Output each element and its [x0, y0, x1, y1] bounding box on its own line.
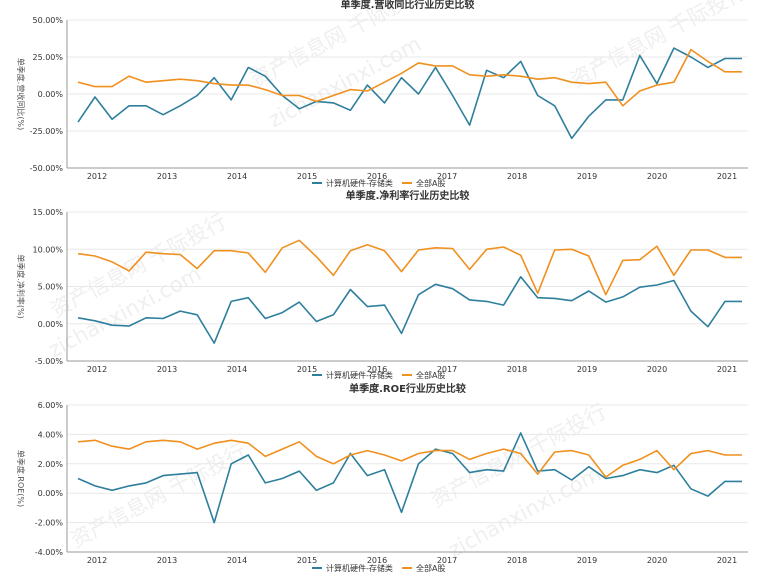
legend-label-2: 全部A股 [416, 178, 445, 188]
chart-panel-1: 单季度.营收同比行业历史比较 -50.00% -25.00% 0.00% 25.00% 5… [16, 0, 748, 188]
chart-panel-2: 单季度.净利率行业历史比较 -5.00% 0.00% 5.00% 10.00% 15.00… [16, 189, 748, 380]
x-tick-label: 2020 [647, 365, 667, 374]
x-tick-label: 2020 [647, 556, 667, 565]
x-tick-label: 2019 [577, 172, 597, 181]
chart-title: 单季度.营收同比行业历史比较 [341, 0, 475, 11]
x-tick-label: 2018 [507, 172, 527, 181]
legend-label-2: 全部A股 [416, 370, 445, 380]
y-tick-label: 10.00% [32, 245, 63, 254]
y-tick-label: 5.00% [38, 283, 64, 292]
x-tick-label: 2014 [227, 556, 247, 565]
x-tick-label: 2016 [367, 365, 387, 374]
x-tick-label: 2018 [507, 365, 527, 374]
y-axis-label: 单季度.净利率(%) [16, 254, 26, 318]
chart-title: 单季度.净利率行业历史比较 [346, 189, 470, 202]
y-tick-label: 0.00% [38, 90, 64, 99]
series-line-1 [77, 275, 742, 344]
x-tick-label: 2012 [87, 365, 107, 374]
x-tick-label: 2014 [227, 365, 247, 374]
x-tick-label: 2012 [87, 172, 107, 181]
x-tick-label: 2017 [437, 172, 457, 181]
legend-label-2: 全部A股 [416, 563, 445, 573]
x-tick-label: 2014 [227, 172, 247, 181]
y-tick-label: -5.00% [35, 357, 64, 366]
y-tick-label: 15.00% [32, 208, 63, 217]
chart-panel-3: 单季度.ROE行业历史比较 -4.00% -2.00% 0.00% 2.00% 4.00%… [16, 382, 748, 573]
legend: 计算机硬件-存储类 全部A股 [312, 370, 445, 380]
x-tick-label: 2016 [367, 172, 387, 181]
series-line-2 [77, 239, 742, 296]
y-tick-label: 2.00% [38, 460, 64, 469]
y-tick-label: 0.00% [38, 320, 64, 329]
x-tick-label: 2016 [367, 556, 387, 565]
legend: 计算机硬件-存储类 全部A股 [312, 563, 445, 573]
x-tick-label: 2015 [297, 365, 317, 374]
y-tick-label: -25.00% [30, 127, 64, 136]
x-tick-label: 2013 [157, 172, 177, 181]
x-tick-label: 2021 [717, 365, 737, 374]
series-line-2 [77, 48, 742, 107]
x-tick-label: 2013 [157, 556, 177, 565]
series-line-1 [77, 47, 742, 140]
legend: 计算机硬件-存储类 全部A股 [312, 178, 445, 188]
x-tick-label: 2017 [437, 365, 457, 374]
y-tick-label: -50.00% [30, 164, 64, 173]
series-line-1 [77, 432, 742, 524]
x-tick-label: 2017 [437, 556, 457, 565]
y-tick-label: -4.00% [35, 548, 64, 557]
legend-label-1: 计算机硬件-存储类 [326, 370, 393, 380]
x-tick-label: 2019 [577, 365, 597, 374]
x-tick-label: 2013 [157, 365, 177, 374]
y-axis-label: 单季度.营收同比(%) [16, 58, 26, 130]
x-tick-label: 2012 [87, 556, 107, 565]
x-tick-label: 2019 [577, 556, 597, 565]
y-tick-label: -2.00% [35, 519, 64, 528]
legend-label-1: 计算机硬件-存储类 [326, 178, 393, 188]
y-tick-label: 25.00% [32, 53, 63, 62]
legend-label-1: 计算机硬件-存储类 [326, 563, 393, 573]
x-tick-label: 2021 [717, 556, 737, 565]
x-tick-label: 2015 [297, 556, 317, 565]
series-line-2 [77, 439, 742, 478]
y-tick-label: 50.00% [32, 16, 63, 25]
chart-title: 单季度.ROE行业历史比较 [349, 382, 466, 395]
y-tick-label: 6.00% [38, 401, 64, 410]
y-tick-label: 4.00% [38, 430, 64, 439]
x-tick-label: 2021 [717, 172, 737, 181]
y-tick-label: 0.00% [38, 489, 64, 498]
x-tick-label: 2015 [297, 172, 317, 181]
x-tick-label: 2020 [647, 172, 667, 181]
y-axis-label: 单季度.ROE(%) [16, 450, 26, 507]
x-tick-label: 2018 [507, 556, 527, 565]
